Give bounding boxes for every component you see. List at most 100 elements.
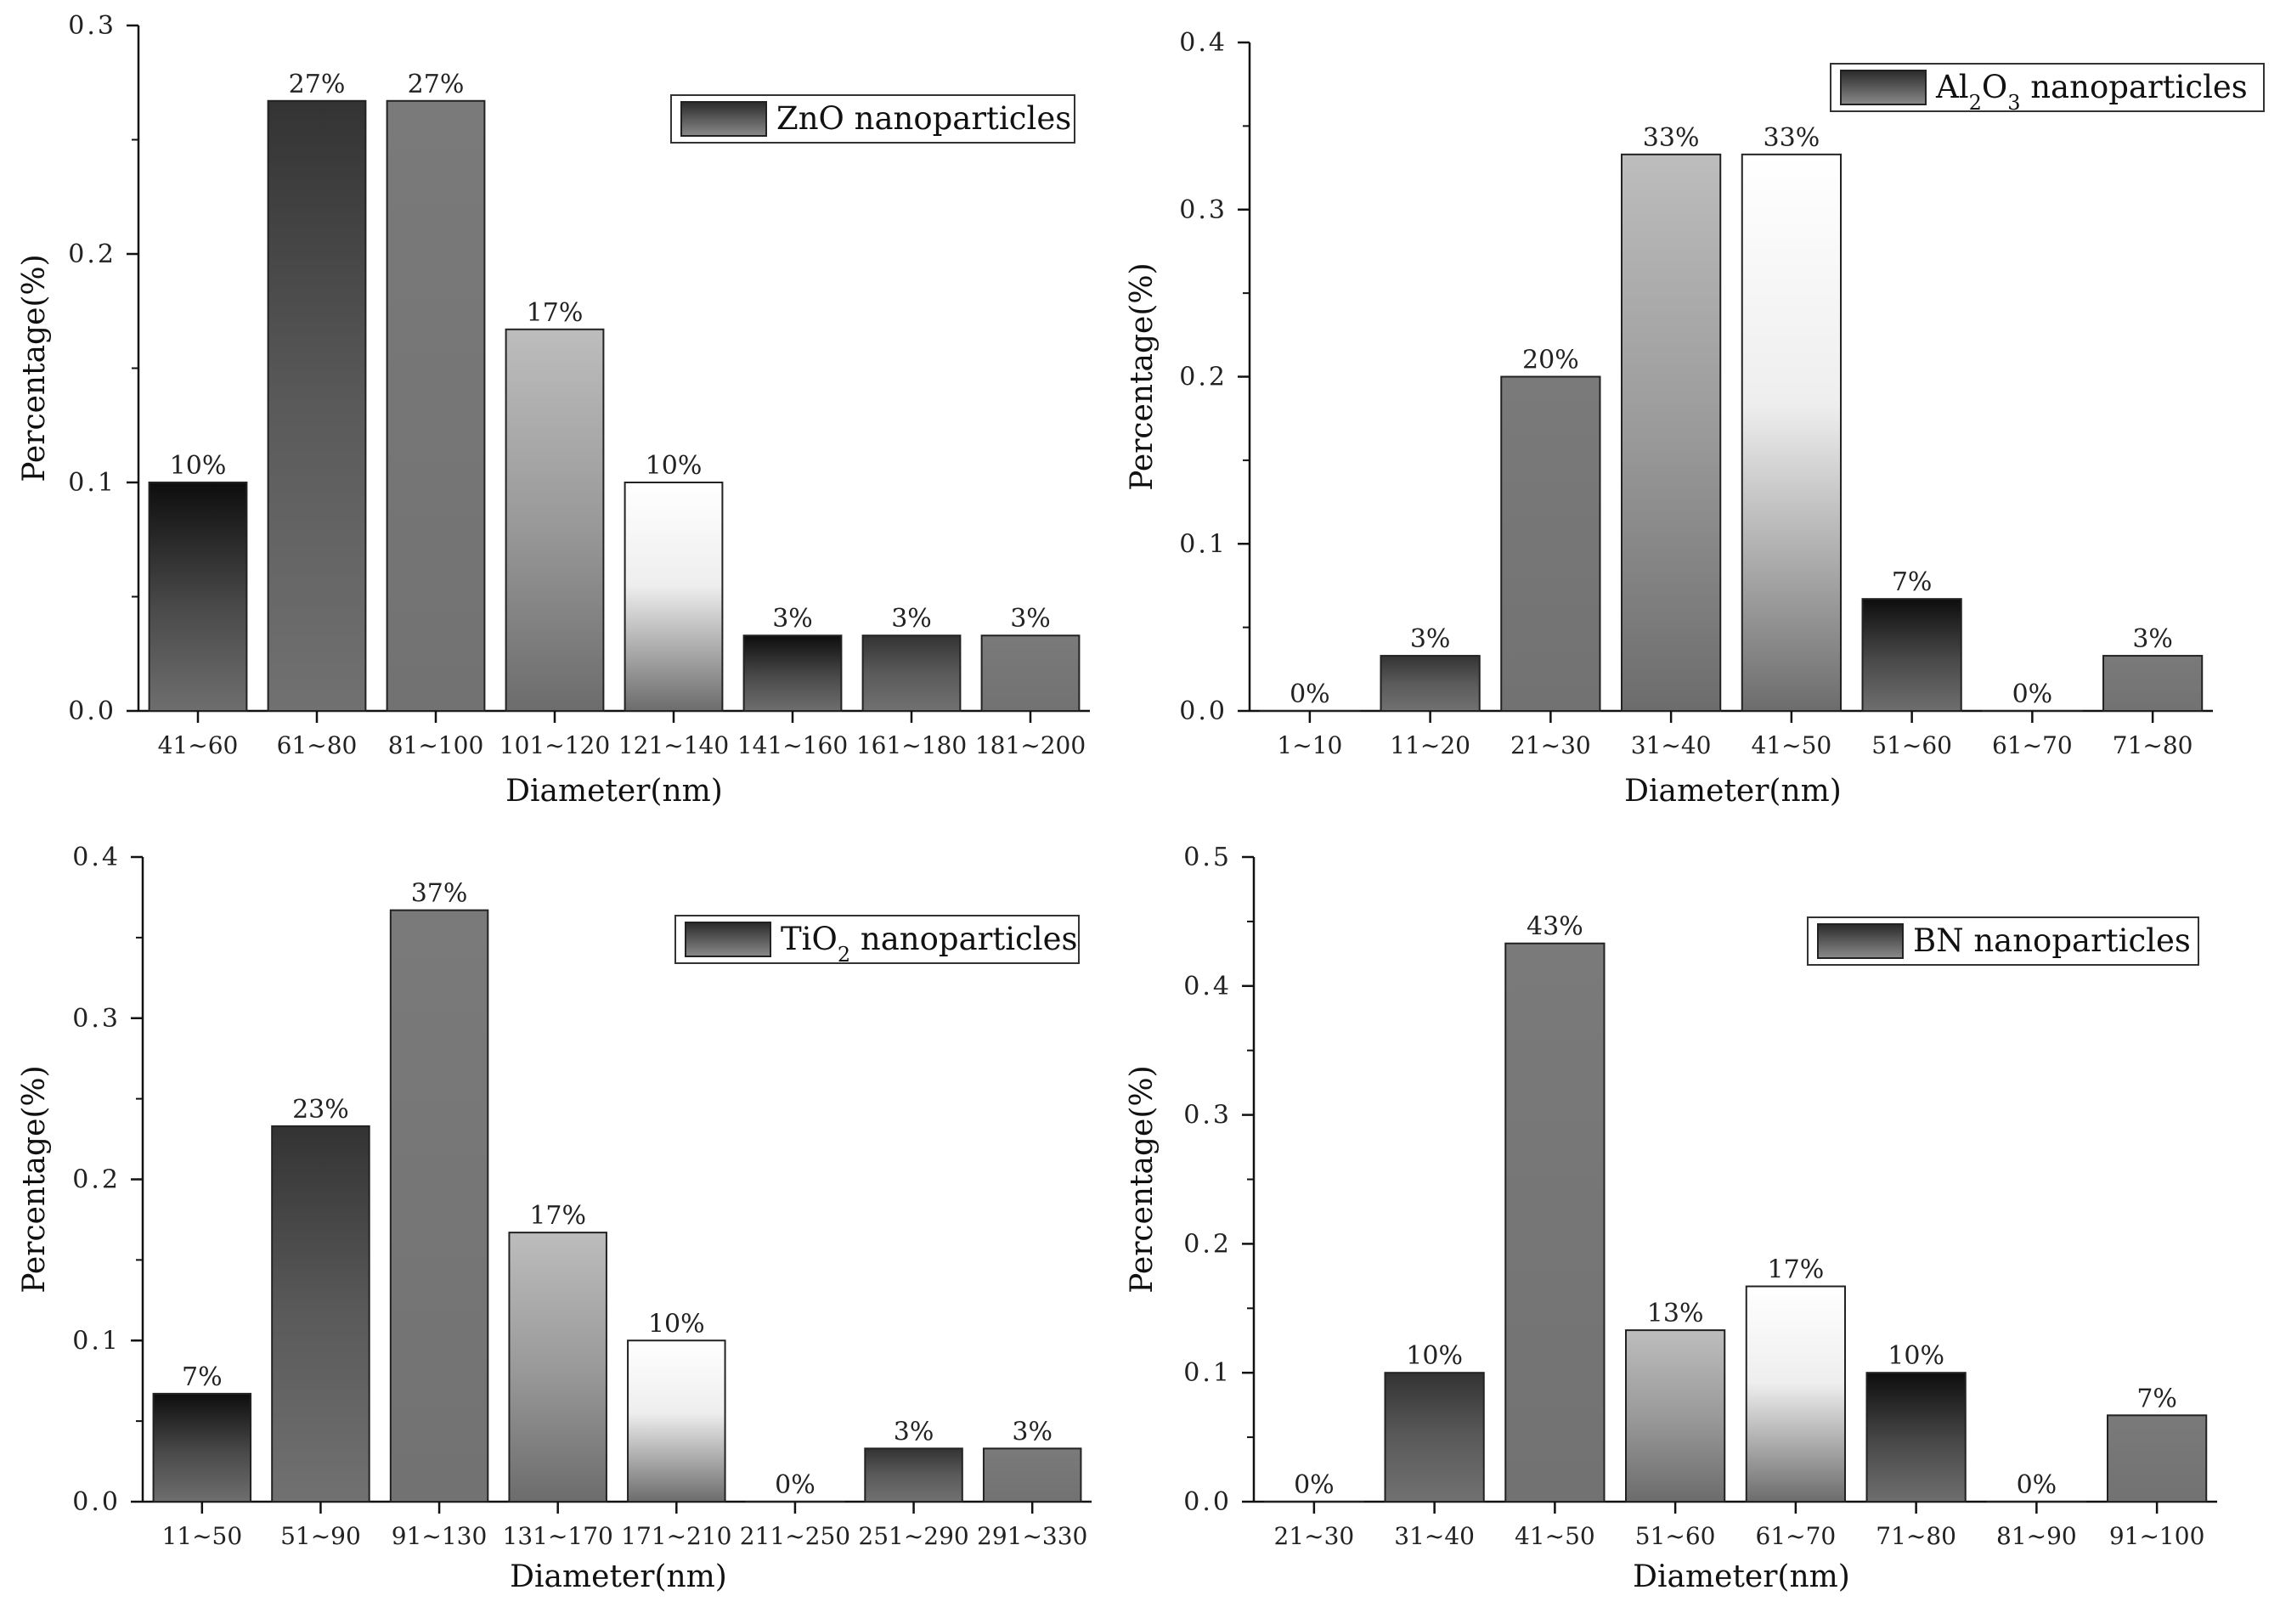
legend-swatch [680, 101, 767, 137]
x-tick-label: 211~250 [740, 1522, 850, 1550]
bar-91~100 [2107, 1414, 2208, 1503]
y-tick-label: 0.2 [72, 1165, 121, 1195]
x-tick-label: 21~30 [1510, 731, 1591, 759]
legend-label: TiO2 nanoparticles [781, 921, 1077, 967]
x-axis-title: Diameter(nm) [510, 1559, 727, 1594]
x-tick-label: 81~90 [1996, 1522, 2077, 1550]
data-label: 7% [182, 1362, 223, 1392]
x-tick-label: 101~120 [499, 731, 610, 759]
data-label: 17% [529, 1201, 586, 1231]
x-tick-label: 61~70 [1756, 1522, 1837, 1550]
chart-panel-4: 0.0 0.1 0.2 0.3 0.4 0.5 0% 21~30 10% 31~40 43% 41~5… [1125, 843, 2217, 1594]
bar-51~60 [1861, 598, 1962, 712]
x-tick-label: 171~210 [621, 1522, 731, 1550]
legend: Al2O3 nanoparticles [1830, 63, 2265, 115]
y-axis-title: Percentage(%) [1125, 262, 1160, 490]
x-axis-title: Diameter(nm) [1624, 774, 1842, 809]
x-tick-label: 121~140 [618, 731, 729, 759]
bar-51~90 [271, 1125, 370, 1503]
y-tick-label: 0.1 [68, 468, 116, 498]
x-tick-label: 71~80 [1876, 1522, 1956, 1550]
data-label: 0% [775, 1470, 815, 1500]
data-label: 10% [1888, 1341, 1944, 1371]
data-label: 10% [1406, 1341, 1463, 1371]
bar-31~40 [1384, 1372, 1485, 1503]
data-label: 0% [1290, 679, 1330, 709]
bar-291~330 [982, 1447, 1082, 1503]
y-tick-label: 0.3 [1179, 195, 1227, 225]
x-tick-label: 11~20 [1390, 731, 1470, 759]
chart-panel-3: 0.0 0.1 0.2 0.3 0.4 7% 11~50 23% 51~90 37% 91~130 1… [17, 843, 1092, 1594]
bar-121~140 [624, 482, 724, 712]
x-tick-label: 71~80 [2113, 731, 2193, 759]
y-tick-label: 0.2 [1179, 363, 1227, 392]
data-label: 3% [2132, 624, 2173, 654]
x-tick-label: 61~80 [277, 731, 358, 759]
data-label: 3% [1410, 624, 1451, 654]
data-label: 10% [646, 451, 703, 481]
y-tick-label: 0.0 [72, 1487, 121, 1517]
x-axis-title: Diameter(nm) [1633, 1559, 1850, 1594]
y-tick-label: 0.2 [68, 240, 116, 269]
bar-131~170 [508, 1232, 607, 1503]
bar-41~50 [1741, 153, 1842, 712]
y-tick-label: 0.4 [1183, 972, 1232, 1001]
bar-81~100 [386, 99, 486, 712]
data-label: 0% [1294, 1470, 1335, 1500]
data-label: 43% [1527, 912, 1583, 942]
bar-61~70 [1745, 1285, 1846, 1503]
bar-251~290 [864, 1447, 963, 1503]
bar-11~50 [152, 1392, 252, 1503]
x-tick-label: 91~130 [392, 1522, 488, 1550]
bar-141~160 [742, 634, 843, 712]
data-label: 13% [1647, 1299, 1704, 1328]
x-tick-label: 131~170 [503, 1522, 613, 1550]
data-label: 20% [1522, 346, 1579, 375]
y-tick-label: 0.4 [72, 843, 121, 872]
y-axis-title: Percentage(%) [17, 1065, 52, 1293]
y-axis-title: Percentage(%) [1125, 1065, 1160, 1293]
bar-171~210 [627, 1339, 726, 1503]
x-tick-label: 21~30 [1274, 1522, 1355, 1550]
y-tick-label: 0.3 [1183, 1101, 1232, 1131]
bar-181~200 [980, 634, 1081, 712]
data-label: 3% [772, 604, 813, 634]
data-label: 10% [648, 1309, 705, 1339]
y-axis-title: Percentage(%) [17, 254, 52, 482]
legend: BN nanoparticles [1807, 916, 2199, 966]
bar-21~30 [1500, 375, 1601, 712]
data-label: 3% [1010, 604, 1051, 634]
y-tick-label: 0.4 [1179, 28, 1227, 58]
x-tick-label: 41~50 [1515, 1522, 1595, 1550]
bar-91~130 [389, 909, 489, 1503]
y-tick-label: 0.2 [1183, 1229, 1232, 1259]
bar-71~80 [1865, 1372, 1967, 1503]
x-tick-label: 51~60 [1635, 1522, 1716, 1550]
data-label: 23% [292, 1095, 349, 1125]
x-tick-label: 41~50 [1752, 731, 1832, 759]
y-tick-label: 0.0 [68, 696, 116, 726]
data-label: 33% [1764, 123, 1820, 153]
x-tick-label: 11~50 [161, 1522, 242, 1550]
legend-swatch [685, 922, 771, 957]
data-label: 0% [2017, 1470, 2057, 1500]
y-tick-label: 0.0 [1183, 1487, 1232, 1517]
y-tick-label: 0.0 [1179, 696, 1227, 726]
data-label: 10% [170, 451, 227, 481]
x-tick-label: 31~40 [1394, 1522, 1475, 1550]
x-tick-label: 41~60 [158, 731, 239, 759]
x-tick-label: 181~200 [975, 731, 1086, 759]
bar-161~180 [861, 634, 962, 712]
x-tick-label: 161~180 [856, 731, 967, 759]
y-tick-label: 0.3 [68, 11, 116, 41]
bar-51~60 [1625, 1329, 1726, 1503]
data-label: 7% [2136, 1384, 2177, 1413]
bar-61~80 [267, 99, 367, 712]
legend-label: BN nanoparticles [1913, 922, 2191, 959]
data-label: 3% [891, 604, 932, 634]
x-tick-label: 91~100 [2109, 1522, 2205, 1550]
bar-71~80 [2102, 655, 2204, 713]
x-tick-label: 51~60 [1871, 731, 1952, 759]
bar-41~60 [148, 482, 248, 712]
y-tick-label: 0.5 [1183, 843, 1232, 872]
